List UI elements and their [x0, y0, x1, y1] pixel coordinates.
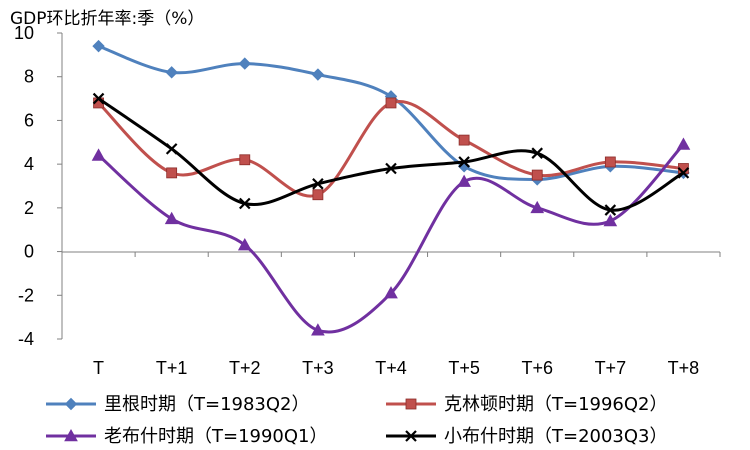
data-point-bush-sr [530, 200, 545, 214]
data-point-bush-sr [91, 148, 106, 161]
y-tick-label: 10 [14, 23, 34, 43]
data-point-reagan [311, 68, 325, 81]
legend-marker [405, 430, 417, 442]
data-point-bush-jr [677, 167, 690, 179]
series-bush-jr [92, 92, 690, 216]
y-tick-label: 0 [24, 242, 34, 262]
series-layer [91, 39, 691, 336]
x-tick-label: T+7 [595, 358, 627, 378]
x-tick-label: T+5 [448, 358, 480, 378]
data-point-bush-sr [237, 237, 252, 251]
y-tick-label: -2 [18, 285, 34, 305]
data-point-clinton [604, 156, 616, 168]
data-point-bush-jr [604, 204, 617, 216]
x-marker-stroke [531, 147, 544, 159]
x-marker-stroke [458, 156, 470, 168]
y-tick-label: 8 [24, 67, 34, 87]
data-point-bush-jr [458, 156, 470, 168]
legend-marker [64, 397, 78, 411]
x-marker-stroke [385, 162, 397, 175]
x-marker-stroke [677, 167, 690, 179]
series-line-bush-sr [97, 143, 685, 334]
axes: -4 -2 0 2 4 6 8 10 T T+1 T+2 T+3 T+4 T+5 T+6 T+7 T+8 [14, 23, 721, 378]
x-marker-stroke [165, 143, 178, 155]
data-point-reagan [92, 39, 105, 53]
legend-label: 克林顿时期（T=1996Q2） [444, 394, 668, 415]
x-tick-label: T+3 [302, 358, 334, 378]
y-axis-label: GDP环比折年率:季（%） [10, 9, 204, 29]
x-tick-label: T+4 [375, 358, 407, 378]
y-tick-label: 2 [24, 198, 34, 218]
legend-item-clinton: 克林顿时期（T=1996Q2） [386, 394, 668, 415]
data-point-bush-sr [164, 211, 179, 225]
data-point-reagan [165, 66, 178, 79]
data-point-bush-jr [531, 147, 544, 159]
legend-label: 老布什时期（T=1990Q1） [104, 426, 328, 447]
legend-label: 里根时期（T=1983Q2） [104, 394, 310, 415]
data-point-clinton [239, 154, 251, 166]
data-point-clinton [385, 97, 397, 109]
data-point-bush-jr [92, 92, 105, 105]
data-point-bush-sr [603, 213, 618, 227]
legend: 里根时期（T=1983Q2） 克林顿时期（T=1996Q2） 老布什时期（T=199… [46, 394, 668, 447]
data-point-bush-jr [385, 162, 397, 175]
y-tick-label: 4 [24, 154, 34, 174]
data-point-clinton [458, 134, 470, 146]
x-marker-stroke [405, 430, 417, 442]
data-point-bush-jr [165, 143, 178, 155]
x-marker-stroke [238, 197, 251, 210]
x-marker-stroke [312, 178, 324, 190]
x-tick-label: T [93, 358, 104, 378]
series-bush-sr [91, 137, 691, 336]
legend-marker [405, 398, 417, 410]
x-marker-stroke [92, 92, 105, 105]
legend-item-reagan: 里根时期（T=1983Q2） [46, 394, 310, 415]
x-tick-label: T+8 [668, 358, 700, 378]
x-tick-label: T+6 [521, 358, 553, 378]
data-point-bush-jr [312, 178, 324, 190]
y-tick-label: -4 [18, 329, 34, 349]
legend-marker [64, 428, 78, 442]
data-point-clinton [312, 189, 324, 201]
series-line-bush-jr [97, 97, 685, 212]
legend-item-bush-jr: 小布什时期（T=2003Q3） [386, 426, 668, 447]
series-line-clinton [97, 99, 684, 198]
data-point-bush-jr [238, 197, 251, 210]
data-point-bush-sr [311, 323, 325, 336]
data-point-reagan [238, 57, 251, 70]
legend-item-bush-sr: 老布什时期（T=1990Q1） [46, 426, 328, 447]
series-clinton [93, 97, 689, 201]
data-point-clinton [166, 167, 178, 179]
x-tick-label: T+1 [156, 358, 188, 378]
legend-label: 小布什时期（T=2003Q3） [444, 426, 668, 447]
data-point-bush-sr [384, 286, 398, 299]
data-point-bush-sr [676, 137, 691, 150]
data-point-bush-sr [457, 174, 471, 187]
data-point-clinton [531, 169, 543, 181]
x-marker-stroke [604, 204, 617, 216]
x-tick-label: T+2 [229, 358, 261, 378]
y-tick-label: 6 [24, 110, 34, 130]
